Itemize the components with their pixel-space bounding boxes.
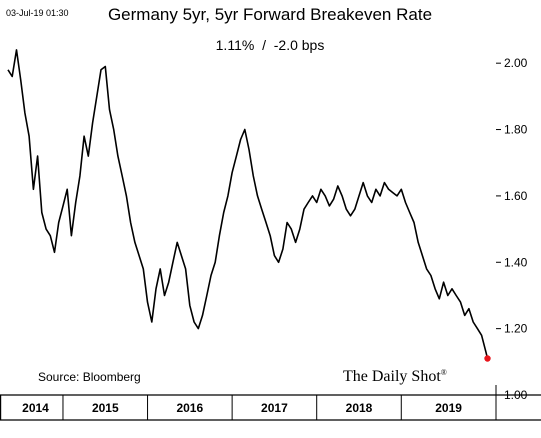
brand-logo: The Daily Shot® <box>343 368 447 385</box>
chart-title: Germany 5yr, 5yr Forward Breakeven Rate <box>108 5 432 24</box>
last-data-point <box>484 355 491 362</box>
x-tick-label-2016: 2016 <box>176 401 203 415</box>
y-tick-label: 1.80 <box>504 123 528 137</box>
x-tick-label-2018: 2018 <box>346 401 373 415</box>
timestamp: 03-Jul-19 01:30 <box>6 8 69 18</box>
brand-name: The Daily Shot <box>343 368 441 385</box>
chart-subtitle: 1.11% / -2.0 bps <box>216 37 325 53</box>
x-axis: 2014 2015 2016 2017 2018 2019 <box>22 395 462 420</box>
series-line <box>7 49 489 359</box>
source-note: Source: Bloomberg <box>38 370 141 384</box>
x-tick-label-2017: 2017 <box>261 401 288 415</box>
y-tick-label: 2.00 <box>504 56 528 70</box>
y-tick-label: 1.40 <box>504 255 528 269</box>
x-tick-label-2019: 2019 <box>435 401 462 415</box>
x-tick-label-2015: 2015 <box>92 401 119 415</box>
y-tick-label: 1.20 <box>504 322 528 336</box>
brand-mark: ® <box>441 368 447 377</box>
x-tick-label-2014: 2014 <box>22 401 49 415</box>
y-tick-label: 1.60 <box>504 189 528 203</box>
